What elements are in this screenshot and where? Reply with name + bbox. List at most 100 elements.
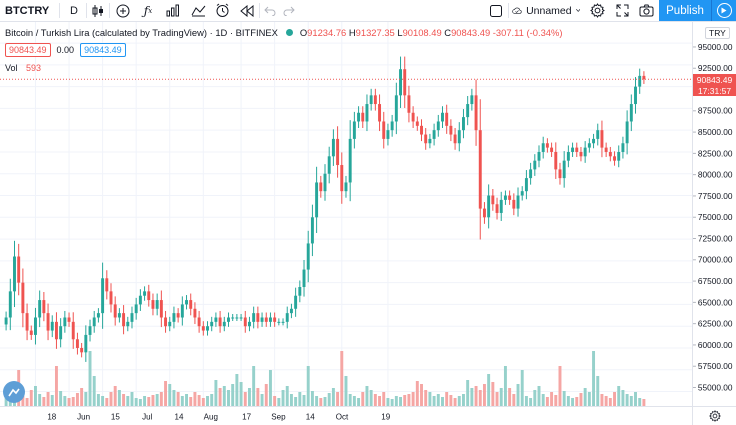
gear-icon bbox=[708, 410, 721, 422]
candle-body bbox=[180, 304, 184, 318]
candle-body bbox=[386, 130, 390, 139]
price-tick-label: 80000.00 bbox=[698, 170, 733, 180]
volume-bar bbox=[520, 370, 524, 406]
tradingview-logo[interactable] bbox=[3, 381, 25, 403]
save-layout-button[interactable]: Unnamed bbox=[512, 0, 580, 21]
candle-body bbox=[537, 151, 541, 161]
candle-body bbox=[596, 130, 600, 139]
candle-body bbox=[600, 130, 604, 148]
bid-ask-row: 90843.49 0.00 90843.49 bbox=[5, 43, 126, 57]
volume-bar bbox=[180, 396, 184, 406]
volume-bar bbox=[575, 397, 579, 406]
volume-bar bbox=[386, 398, 390, 406]
volume-bar bbox=[470, 388, 474, 406]
volume-bar bbox=[289, 394, 293, 406]
alert-clock-icon[interactable] bbox=[213, 0, 231, 21]
volume-bar bbox=[21, 396, 25, 406]
price-tick-label: 65000.00 bbox=[698, 297, 733, 307]
time-tick-label: 14 bbox=[175, 412, 184, 421]
volume-bar bbox=[197, 395, 201, 406]
volume-bar bbox=[109, 392, 113, 406]
volume-bar bbox=[638, 398, 642, 406]
volume-bar bbox=[394, 396, 398, 406]
symbol-title[interactable]: Bitcoin / Turkish Lira (calculated by Tr… bbox=[5, 27, 278, 38]
add-compare-icon[interactable] bbox=[114, 0, 132, 21]
candle-body bbox=[294, 295, 298, 309]
price-tick-label: 77500.00 bbox=[698, 191, 733, 201]
volume-bar bbox=[239, 382, 243, 406]
settings-gear-icon[interactable] bbox=[588, 0, 606, 21]
candle-body bbox=[185, 300, 188, 305]
volume-bar bbox=[206, 396, 209, 406]
symbol-search[interactable]: BTCTRY bbox=[5, 4, 50, 17]
volume-bar bbox=[634, 392, 637, 406]
candle-body bbox=[382, 121, 386, 139]
candle-body bbox=[67, 317, 71, 322]
fullscreen-icon[interactable] bbox=[613, 0, 631, 21]
replay-icon[interactable] bbox=[238, 0, 256, 21]
volume-bar bbox=[201, 398, 205, 406]
publish-menu-button[interactable] bbox=[711, 0, 736, 21]
candle-body bbox=[629, 104, 633, 122]
open-value: 91234.76 bbox=[307, 27, 347, 38]
redo-icon[interactable] bbox=[281, 0, 297, 21]
volume-bar bbox=[415, 381, 419, 406]
scale-settings-button[interactable] bbox=[692, 406, 736, 425]
price-tick-label: 82500.00 bbox=[698, 148, 733, 158]
volume-bar bbox=[336, 392, 340, 406]
publish-button[interactable]: Publish bbox=[659, 0, 711, 21]
volume-bar bbox=[227, 390, 230, 406]
chart-grid bbox=[0, 22, 692, 406]
volume-bar bbox=[424, 390, 428, 406]
logo-cloud-icon bbox=[8, 388, 20, 397]
volume-bar bbox=[63, 396, 67, 406]
candle-body bbox=[243, 317, 247, 327]
candle-body bbox=[84, 334, 88, 353]
volume-bar bbox=[399, 397, 402, 406]
candle-body bbox=[248, 321, 251, 327]
interval-button[interactable]: D bbox=[70, 4, 78, 17]
candle-body bbox=[252, 313, 256, 322]
candle-body bbox=[625, 121, 629, 144]
high-label: H bbox=[348, 27, 356, 38]
layout-select-icon[interactable] bbox=[488, 0, 504, 21]
price-chart[interactable] bbox=[0, 22, 692, 406]
currency-label[interactable]: TRY bbox=[705, 27, 730, 39]
bid-price-box[interactable]: 90843.49 bbox=[5, 43, 51, 57]
volume-bar bbox=[516, 384, 520, 406]
candle-body bbox=[138, 295, 142, 305]
undo-icon[interactable] bbox=[262, 0, 278, 21]
snapshot-camera-icon[interactable] bbox=[637, 0, 655, 21]
volume-bar bbox=[92, 376, 96, 406]
time-tick-label: 19 bbox=[381, 412, 390, 421]
candles-chart-type-icon[interactable] bbox=[90, 0, 106, 21]
candle-body bbox=[101, 278, 105, 314]
toolbar-divider bbox=[508, 3, 509, 18]
candle-body bbox=[436, 121, 440, 131]
candle-body bbox=[285, 313, 289, 322]
volume-bar bbox=[285, 386, 289, 406]
volume-bar bbox=[382, 392, 386, 406]
volume-label: Vol bbox=[5, 63, 18, 73]
volume-bar bbox=[268, 370, 272, 406]
candle-body bbox=[281, 321, 285, 323]
templates-icon[interactable] bbox=[189, 0, 207, 21]
candle-body bbox=[96, 313, 100, 318]
volume-bar bbox=[155, 394, 159, 406]
financials-icon[interactable] bbox=[164, 0, 182, 21]
ask-price-box[interactable]: 90843.49 bbox=[80, 43, 126, 57]
volume-bar bbox=[122, 394, 126, 406]
change-value: -307.11 (-0.34%) bbox=[492, 27, 563, 38]
volume-bar bbox=[352, 396, 356, 406]
time-scale[interactable]: 18 Jun 15 Jul 14 Aug 17 Sep 14 Oct 19 bbox=[0, 406, 692, 425]
candle-body bbox=[315, 182, 319, 218]
candle-body bbox=[508, 195, 512, 200]
candle-body bbox=[642, 75, 646, 80]
price-tick-label: 92500.00 bbox=[698, 63, 733, 73]
time-tick-label: 17 bbox=[242, 412, 251, 421]
volume-legend: Vol 593 bbox=[5, 63, 41, 73]
volume-bar bbox=[281, 390, 285, 406]
volume-bar bbox=[172, 390, 176, 406]
close-label: C bbox=[444, 27, 452, 38]
